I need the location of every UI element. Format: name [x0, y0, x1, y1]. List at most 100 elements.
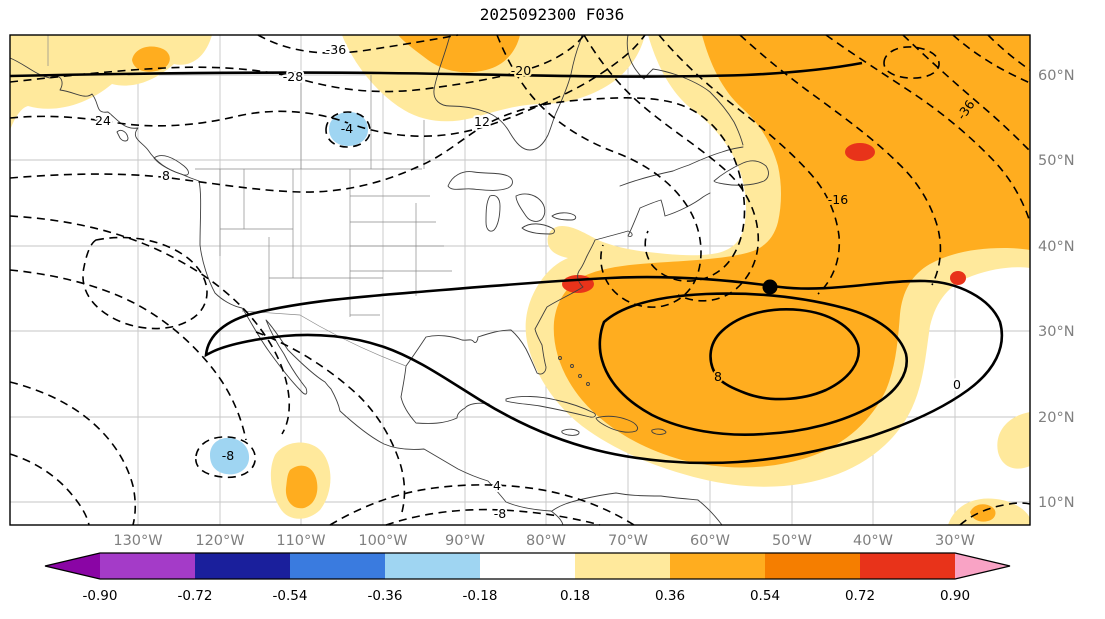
contour-label: -20	[511, 63, 531, 78]
page-title: 2025092300 F036	[480, 5, 625, 24]
dashed-contour	[9, 453, 90, 526]
contour-label: 24	[95, 113, 111, 128]
lake-erie	[521, 223, 555, 235]
island-bahamas	[586, 382, 590, 386]
island-bahamas	[558, 356, 562, 360]
contour-label: -4	[341, 121, 354, 136]
dashed-contour	[825, 34, 1030, 220]
contour-label: 4	[493, 478, 501, 493]
contour-label: -16	[828, 192, 848, 207]
state-borders	[47, 35, 452, 367]
dashed-contour	[952, 34, 1031, 84]
colorbar-segment	[195, 553, 290, 579]
shaded-region-positive-orange	[132, 46, 170, 72]
colorbar-tick-label: -0.18	[463, 588, 498, 604]
lon-tick-label: 120°W	[195, 533, 244, 549]
colorbar-segment	[385, 553, 480, 579]
lat-tick-label: 40°N	[1038, 239, 1075, 255]
colorbar-segment	[765, 553, 860, 579]
dashed-contour	[883, 46, 940, 79]
colorbar-tick-label: 0.54	[750, 588, 780, 604]
dashed-contours	[9, 34, 1031, 526]
lon-tick-label: 50°W	[772, 533, 812, 549]
colorbar-tick-label: -0.36	[368, 588, 403, 604]
lake-michigan	[485, 195, 501, 232]
colorbar-tick-label: 0.18	[560, 588, 590, 604]
dashed-contour	[739, 34, 942, 286]
dashed-contour	[329, 484, 635, 526]
lake-superior	[447, 171, 513, 191]
colorbar-tick-label: -0.90	[83, 588, 118, 604]
coastline-labrador	[626, 34, 744, 146]
coastline	[400, 192, 711, 424]
contour-label: -36	[326, 42, 346, 57]
lon-tick-label: 80°W	[526, 533, 566, 549]
lat-tick-label: 30°N	[1038, 324, 1075, 340]
solid-contour-mid	[598, 292, 909, 436]
island-jamaica	[561, 428, 580, 436]
dashed-contour	[496, 34, 702, 308]
colorbar-tick-label: 0.90	[940, 588, 970, 604]
solid-contour-8	[709, 308, 861, 401]
forecast-point-marker	[762, 279, 778, 295]
island-hispaniola	[595, 415, 639, 433]
lon-axis: 130°W 120°W 110°W 100°W 90°W 80°W 70°W 6…	[113, 533, 975, 549]
contour-label: 8	[162, 168, 170, 183]
colorbar-arrow-right	[955, 553, 1010, 579]
colorbar-segment	[480, 553, 575, 579]
lon-tick-label: 60°W	[690, 533, 730, 549]
colorbar-tick-label: 0.36	[655, 588, 685, 604]
lat-tick-label: 20°N	[1038, 410, 1075, 426]
dashed-contour	[195, 436, 256, 479]
colorbar-tick-label: -0.72	[178, 588, 213, 604]
colorbar: -0.90 -0.72 -0.54 -0.36 -0.18 0.18 0.36 …	[44, 552, 1011, 604]
dashed-contour	[583, 34, 760, 302]
dashed-contour	[9, 215, 291, 435]
lat-tick-label: 10°N	[1038, 495, 1075, 511]
colorbar-segment	[670, 553, 765, 579]
dashed-contour	[959, 502, 1031, 526]
contour-label: -8	[222, 448, 235, 463]
shaded-region-red-core	[950, 271, 966, 285]
lat-tick-label: 50°N	[1038, 153, 1075, 169]
solid-contour-0	[204, 275, 1004, 465]
colorbar-segment	[575, 553, 670, 579]
contour-label: -8	[494, 506, 507, 521]
contour-labels: -36 -28 -20 24 12 8 -4 -16 -36 -8 4 -8 8…	[93, 40, 980, 523]
colorbar-segment	[860, 553, 955, 579]
lake-huron	[515, 193, 546, 222]
lat-tick-label: 60°N	[1038, 68, 1075, 84]
lat-axis: 60°N 50°N 40°N 30°N 20°N 10°N	[1038, 68, 1075, 511]
solid-contour	[9, 61, 863, 78]
shaded-region-red-core	[845, 143, 875, 161]
contour-label: 0	[953, 377, 961, 392]
island-bahamas	[578, 374, 582, 378]
dashed-contour	[9, 269, 247, 441]
colorbar-arrow-left	[45, 553, 100, 579]
lon-tick-label: 40°W	[853, 533, 893, 549]
solid-contours	[9, 61, 1004, 465]
contour-label: 8	[714, 369, 722, 384]
lon-tick-label: 100°W	[358, 533, 407, 549]
dashed-contour	[9, 34, 585, 93]
contour-label: -28	[283, 69, 303, 84]
island-cuba	[505, 396, 596, 418]
colorbar-tick-label: -0.54	[273, 588, 308, 604]
lake-ontario	[551, 212, 577, 221]
island-vancouver	[153, 155, 189, 176]
dashed-contour	[658, 34, 841, 295]
dashed-contour	[902, 34, 1031, 152]
state-border	[241, 310, 407, 367]
dashed-contour	[987, 34, 1031, 71]
shaded-region-positive-orange	[285, 465, 318, 509]
lon-tick-label: 130°W	[113, 533, 162, 549]
island-haida-gwaii	[116, 129, 129, 142]
dashed-contour	[385, 508, 601, 526]
dashed-contour	[9, 381, 137, 526]
colorbar-segment	[290, 553, 385, 579]
colorbar-tick-label: 0.72	[845, 588, 875, 604]
lon-tick-label: 30°W	[935, 533, 975, 549]
shaded-region-positive-orange	[553, 35, 1030, 468]
